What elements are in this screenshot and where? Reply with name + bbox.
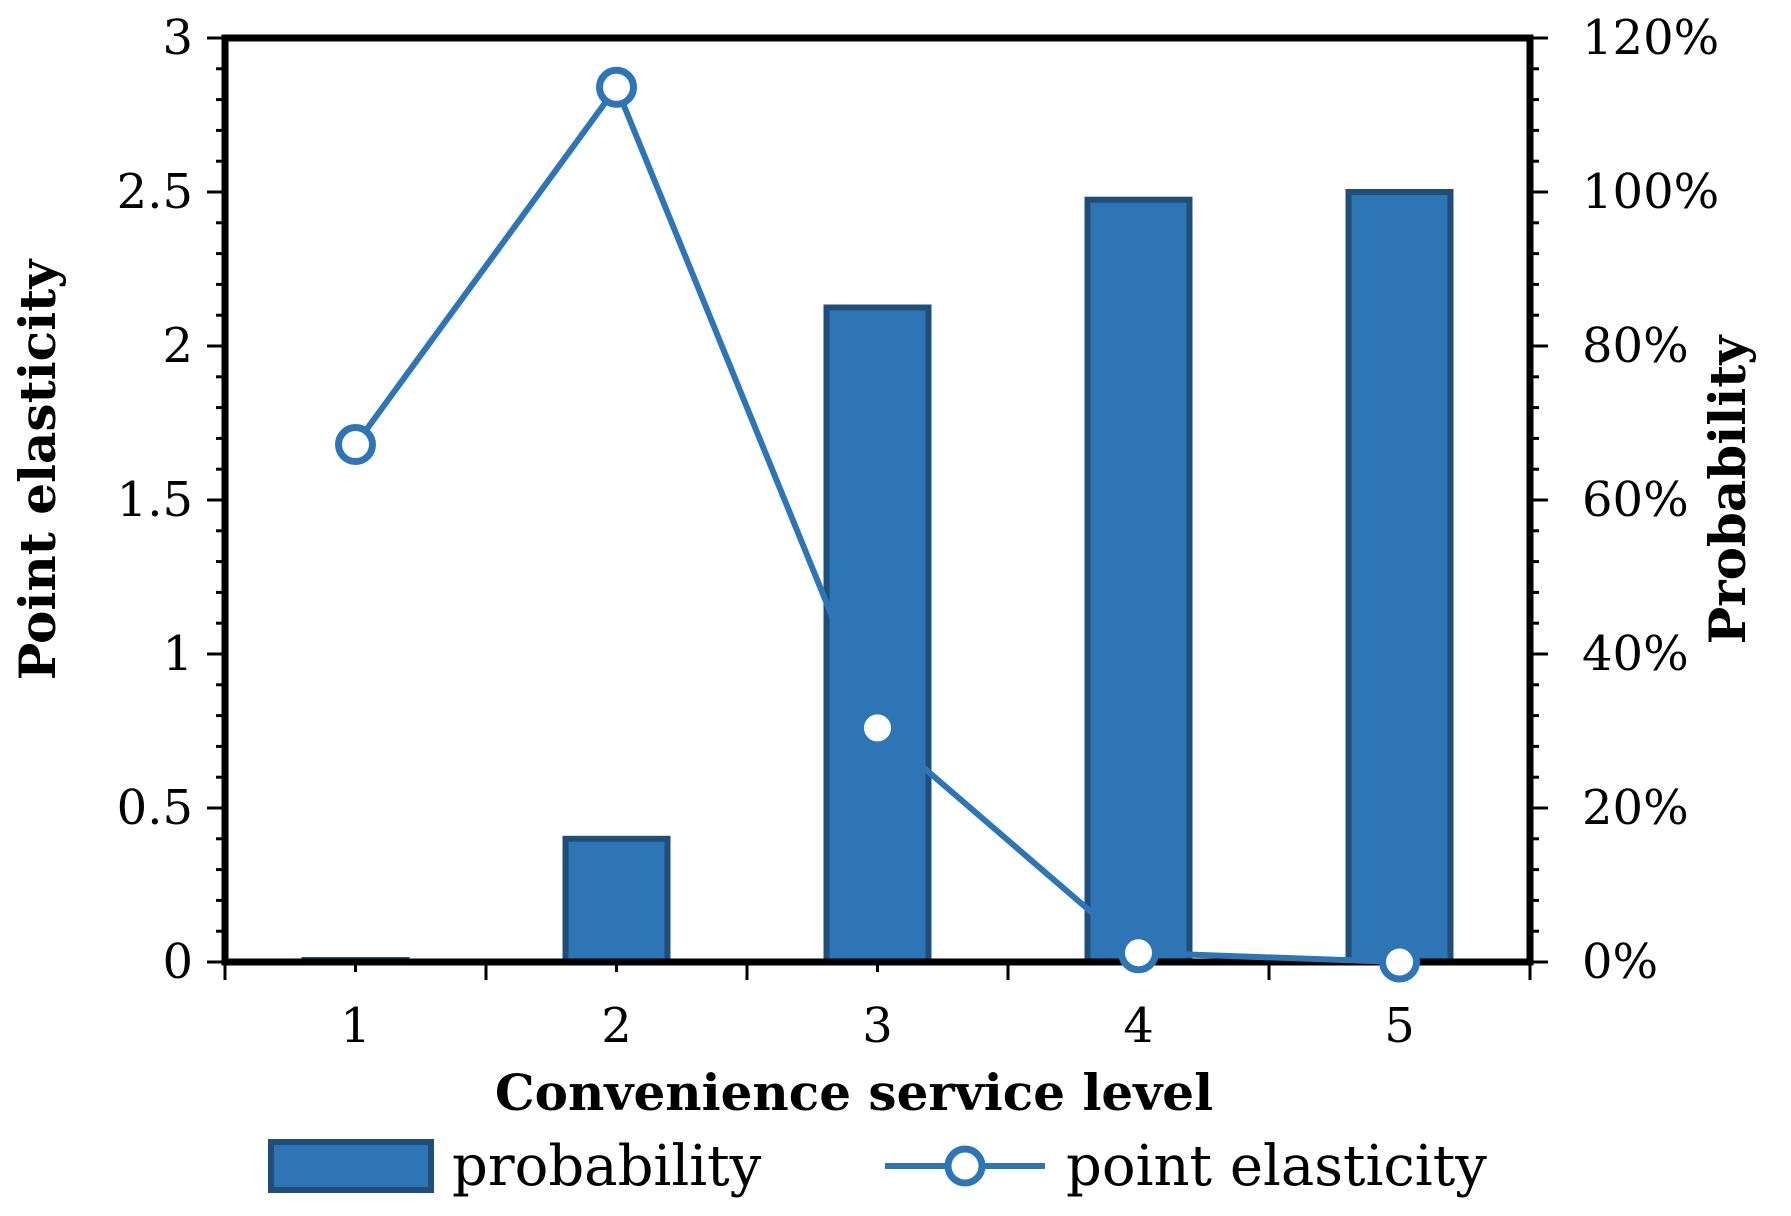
x-tick-label: 1 (340, 998, 371, 1054)
legend: probability point elasticity (268, 1134, 1487, 1199)
y-tick-label: 1.5 (117, 472, 193, 528)
point-elasticity-marker-4 (1118, 932, 1159, 974)
point-elasticity-line (335, 66, 1420, 983)
bar-probability-3 (823, 304, 932, 965)
y-tick-label: 2.5 (117, 164, 193, 220)
y2-axis-title: Probability (1698, 334, 1757, 645)
point-elasticity-marker-3 (857, 707, 898, 749)
legend-label-point-elasticity: point elasticity (1066, 1134, 1487, 1199)
y-tick-label: 0 (162, 934, 193, 990)
y-tick-label: 2 (162, 318, 193, 374)
y-axis-title: Point elasticity (8, 258, 67, 680)
point-elasticity-marker-1 (335, 424, 376, 466)
y2-tick-label: 20% (1582, 780, 1689, 836)
legend-label-probability: probability (452, 1134, 762, 1199)
y2-tick-label: 40% (1582, 626, 1689, 682)
x-axis-title: Convenience service level (495, 1063, 1213, 1122)
x-tick-label: 4 (1123, 998, 1154, 1054)
y-tick-label: 0.5 (117, 780, 193, 836)
bar-probability-4 (1084, 196, 1193, 965)
axes (207, 34, 1548, 980)
x-tick-label: 3 (862, 998, 893, 1054)
y2-tick-label: 0% (1582, 934, 1658, 990)
y-tick-label: 3 (162, 10, 193, 66)
point-elasticity-marker-2 (596, 66, 637, 108)
y2-tick-label: 100% (1582, 164, 1719, 220)
x-tick-label: 2 (601, 998, 632, 1054)
x-tick-label: 5 (1384, 998, 1415, 1054)
probability-bars (301, 189, 1454, 965)
y2-tick-label: 80% (1582, 318, 1689, 374)
tick-labels: 0 0.5 1 1.5 2 2.5 3 0% 20% 40% 60% 80% 100% 120% 1 2 3 4 5 (117, 10, 1720, 1054)
y2-tick-label: 60% (1582, 472, 1689, 528)
legend-line-marker (944, 1145, 986, 1187)
bar-probability-2 (562, 835, 671, 965)
bar-probability-5 (1345, 189, 1454, 965)
legend-bar-swatch (268, 1139, 434, 1193)
point-elasticity-marker-5 (1379, 941, 1420, 983)
y2-tick-label: 120% (1582, 10, 1719, 66)
y-tick-label: 1 (162, 626, 193, 682)
